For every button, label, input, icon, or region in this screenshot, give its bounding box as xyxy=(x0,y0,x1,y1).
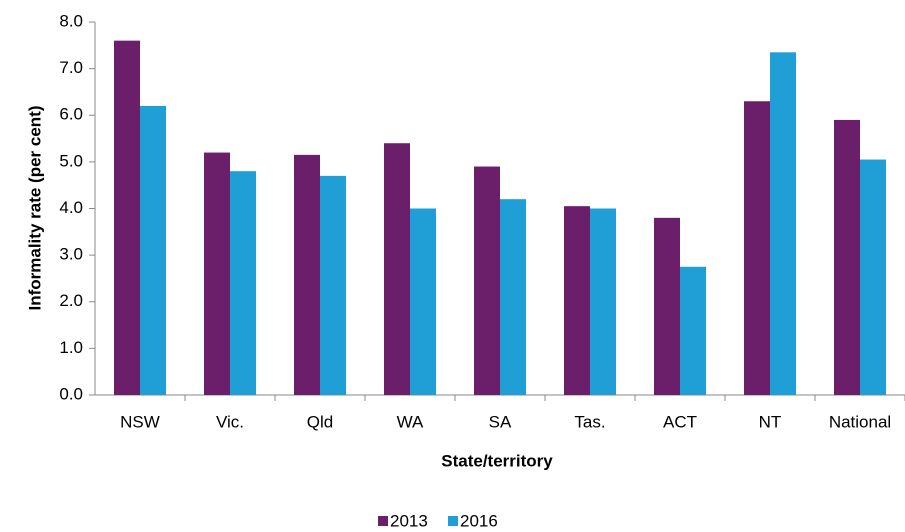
bar xyxy=(320,175,346,395)
x-tick-label: Vic. xyxy=(216,412,244,431)
x-tick-label: NSW xyxy=(120,412,160,431)
bar xyxy=(770,52,796,396)
legend-label: 2016 xyxy=(460,511,498,530)
legend-swatch xyxy=(448,516,458,526)
y-axis-label: Informality rate (per cent) xyxy=(25,106,44,311)
y-tick-label: 7.0 xyxy=(59,58,83,77)
bar xyxy=(744,101,770,395)
x-tick-label: WA xyxy=(397,412,424,431)
bar xyxy=(384,143,410,395)
y-tick-label: 0.0 xyxy=(59,384,83,403)
x-tick-label: SA xyxy=(489,412,512,431)
x-tick-label: National xyxy=(829,412,891,431)
y-tick-label: 6.0 xyxy=(59,105,83,124)
y-tick-label: 1.0 xyxy=(59,338,83,357)
bar xyxy=(204,152,230,395)
bar xyxy=(564,206,590,395)
bar xyxy=(294,154,320,395)
x-tick-label: NT xyxy=(759,412,782,431)
y-tick-label: 2.0 xyxy=(59,291,83,310)
bar xyxy=(474,166,500,395)
x-axis-label: State/territory xyxy=(441,451,553,470)
bar xyxy=(114,40,140,396)
bar xyxy=(680,266,706,395)
legend-label: 2013 xyxy=(390,511,428,530)
bar xyxy=(654,217,680,395)
x-tick-label: ACT xyxy=(663,412,697,431)
bar xyxy=(834,119,860,395)
x-tick-label: Tas. xyxy=(574,412,605,431)
y-tick-label: 3.0 xyxy=(59,245,83,264)
y-tick-label: 5.0 xyxy=(59,151,83,170)
y-tick-label: 8.0 xyxy=(59,11,83,30)
bar xyxy=(860,159,886,395)
x-tick-label: Qld xyxy=(307,412,333,431)
bar xyxy=(590,208,616,395)
bar xyxy=(410,208,436,395)
bar xyxy=(140,105,166,396)
bar xyxy=(500,199,526,395)
y-tick-label: 4.0 xyxy=(59,198,83,217)
legend-swatch xyxy=(378,516,388,526)
bar xyxy=(230,171,256,395)
